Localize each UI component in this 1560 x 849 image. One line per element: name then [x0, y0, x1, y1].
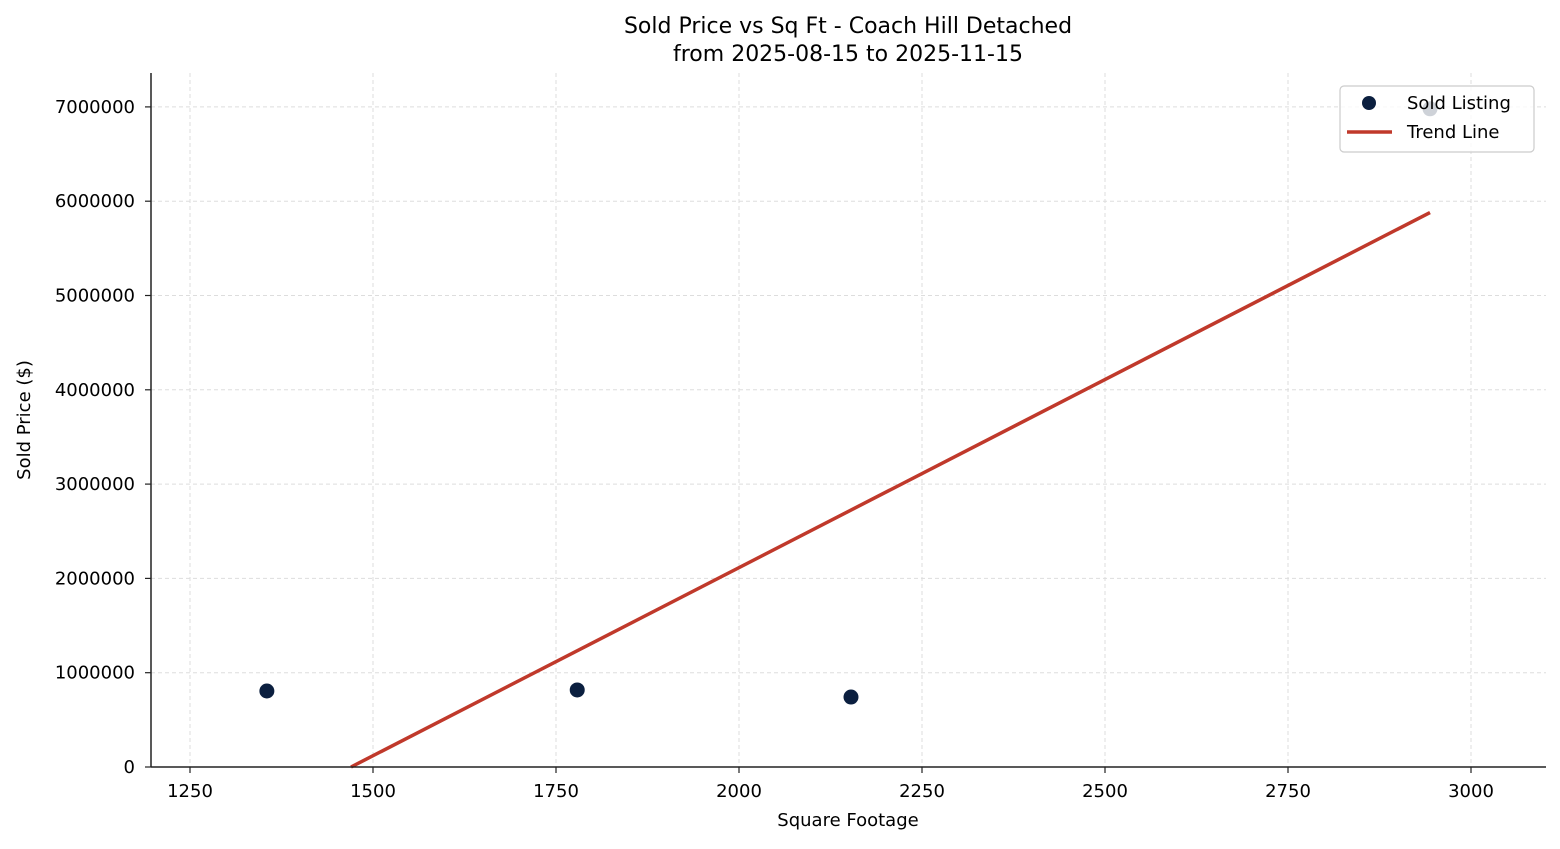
axes [150, 73, 1546, 768]
chart-title: Sold Price vs Sq Ft - Coach Hill Detache… [624, 14, 1072, 39]
x-tick-label: 2250 [899, 781, 945, 802]
y-tick-label: 0 [124, 757, 135, 778]
x-tick-label: 2500 [1082, 781, 1128, 802]
legend-label-trend: Trend Line [1406, 122, 1500, 143]
x-tick-label: 1500 [350, 781, 396, 802]
trend-line-path [350, 210, 1431, 769]
y-tick-label: 1000000 [55, 663, 135, 684]
x-axis-label: Square Footage [777, 810, 918, 831]
x-tick-label: 1250 [167, 781, 213, 802]
data-point [569, 682, 585, 698]
legend-label-sold: Sold Listing [1407, 93, 1511, 114]
data-point [259, 683, 275, 699]
y-tick-label: 7000000 [55, 97, 135, 118]
legend-marker-icon [1362, 96, 1376, 110]
x-tick-label: 3000 [1448, 781, 1494, 802]
legend: Sold Listing Trend Line [1339, 85, 1535, 153]
grid-lines [151, 73, 1546, 767]
y-tick-label: 5000000 [55, 286, 135, 307]
trend-line [350, 210, 1431, 769]
legend-box [1339, 85, 1535, 153]
data-points [259, 101, 1438, 705]
x-axis-ticks: 1250 1500 1750 2000 2250 2500 2750 3000 [167, 767, 1494, 802]
x-tick-label: 2750 [1265, 781, 1311, 802]
y-tick-label: 3000000 [55, 474, 135, 495]
y-axis-ticks: 0 1000000 2000000 3000000 4000000 5000000 6000… [55, 97, 151, 778]
y-tick-label: 4000000 [55, 380, 135, 401]
y-tick-label: 6000000 [55, 191, 135, 212]
data-point [843, 689, 859, 705]
chart-subtitle: from 2025-08-15 to 2025-11-15 [673, 42, 1023, 67]
x-tick-label: 1750 [533, 781, 579, 802]
x-tick-label: 2000 [716, 781, 762, 802]
y-tick-label: 2000000 [55, 568, 135, 589]
y-axis-label: Sold Price ($) [14, 360, 35, 480]
